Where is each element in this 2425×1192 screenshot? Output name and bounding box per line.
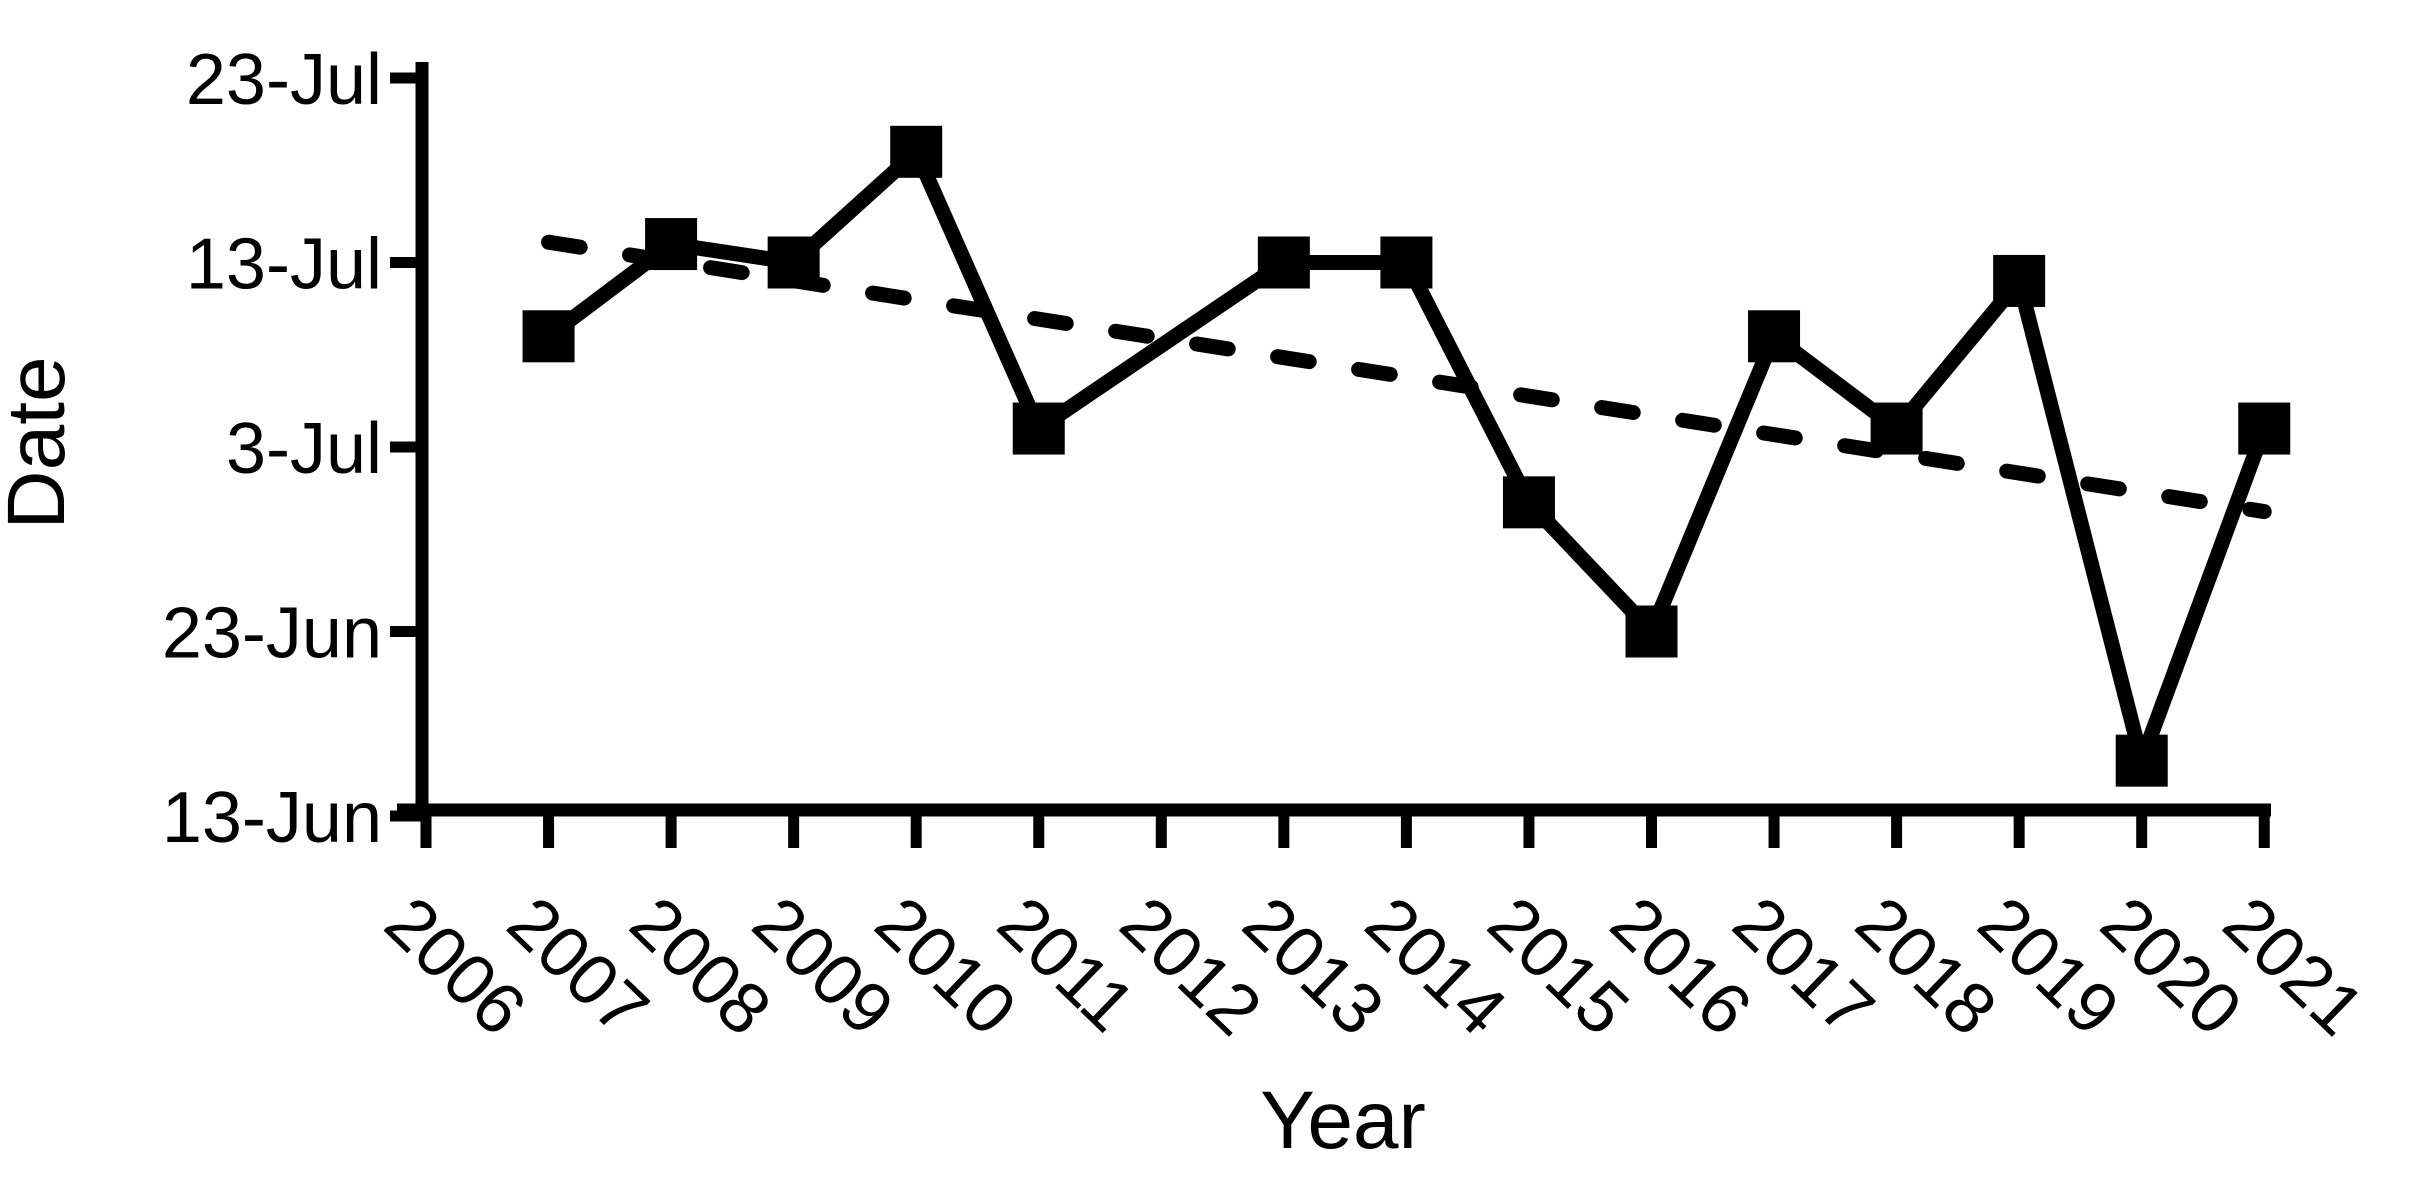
data-point-2013 [1257,236,1310,289]
data-point-2016 [1625,605,1678,658]
data-point-2015 [1502,476,1555,529]
x-tick-label: 2020 [2086,882,2257,1051]
y-tick-label: 3-Jul [226,409,382,489]
x-tick-label: 2009 [738,882,909,1051]
data-point-2017 [1748,310,1801,363]
data-point-2008 [645,218,698,271]
x-tick-label: 2016 [1595,882,1766,1051]
x-axis-title: Year [1260,1075,1426,1166]
x-tick-label: 2013 [1228,882,1399,1051]
y-tick-label: 23-Jun [162,594,382,674]
y-tick-label: 13-Jun [162,778,382,858]
x-tick-label: 2008 [615,882,786,1051]
x-tick-label: 2007 [492,882,663,1051]
data-point-2021 [2238,402,2291,455]
x-tick-label: 2021 [2208,882,2379,1051]
x-tick-label: 2015 [1473,882,1644,1051]
x-tick-label: 2012 [1105,882,1276,1051]
y-tick-label: 23-Jul [186,40,382,120]
data-point-2020 [2115,734,2168,787]
x-tick-label: 2019 [1963,882,2134,1051]
plot-area: 23-Jul13-Jul3-Jul23-Jun13-Jun20062007200… [162,40,2379,1051]
data-point-2007 [522,310,575,363]
data-point-2011 [1012,402,1065,455]
data-point-2019 [1993,254,2046,307]
data-point-2010 [890,125,943,178]
y-axis-title: Date [0,356,82,529]
data-point-2009 [767,236,820,289]
x-tick-label: 2014 [1350,882,1521,1051]
x-tick-label: 2017 [1718,882,1889,1051]
y-tick-label: 13-Jul [186,225,382,305]
x-tick-label: 2010 [860,882,1031,1051]
x-tick-label: 2018 [1840,882,2011,1051]
x-tick-label: 2006 [370,882,541,1051]
data-point-2018 [1870,402,1923,455]
data-point-2014 [1380,236,1433,289]
x-tick-label: 2011 [983,882,1150,1047]
